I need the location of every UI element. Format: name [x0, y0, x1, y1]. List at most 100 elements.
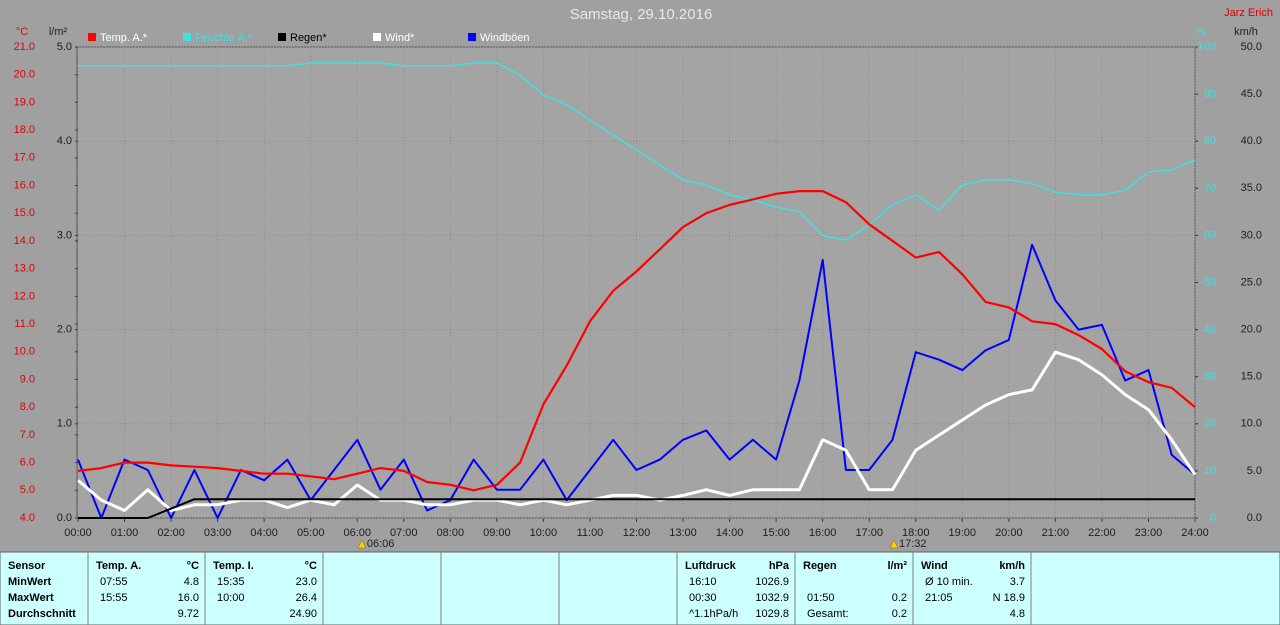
- y-tick-label: 45.0: [1241, 88, 1262, 100]
- table-header: Temp. I.: [213, 560, 254, 572]
- table-header: Temp. A.: [96, 560, 141, 572]
- x-tick-label: 19:00: [949, 527, 977, 539]
- table-cell: N 18.9: [993, 592, 1025, 604]
- x-tick-label: 05:00: [297, 527, 325, 539]
- y-tick-label: 100: [1198, 41, 1216, 53]
- table-header: km/h: [999, 560, 1025, 572]
- y-tick-label: 50: [1204, 276, 1216, 288]
- y-tick-label: 20.0: [1241, 324, 1262, 336]
- table-header: Sensor: [8, 560, 46, 572]
- legend-swatch: [468, 33, 476, 41]
- legend-swatch: [183, 33, 191, 41]
- series-line: [77, 190, 1196, 492]
- y-tick-label: 8.0: [20, 401, 35, 413]
- table-cell: 07:55: [100, 576, 128, 588]
- y-tick-label: 11.0: [14, 318, 35, 330]
- table-cell: 15:35: [217, 576, 245, 588]
- table-cell: 24.90: [289, 608, 317, 620]
- y-tick-label: 35.0: [1241, 182, 1262, 194]
- table-header: Regen: [803, 560, 837, 572]
- x-tick-label: 08:00: [437, 527, 465, 539]
- x-tick-label: 01:00: [111, 527, 139, 539]
- table-cell: 21:05: [925, 592, 953, 604]
- y-tick-label: 18.0: [14, 124, 35, 136]
- table-cell: 1032.9: [755, 592, 789, 604]
- chart-title: Samstag, 29.10.2016: [570, 6, 713, 23]
- table-cell: 4.8: [1010, 608, 1025, 620]
- y-tick-label: 15.0: [1241, 371, 1262, 383]
- sun-marker: [889, 539, 899, 549]
- x-tick-label: 16:00: [809, 527, 837, 539]
- table-cell: 1029.8: [755, 608, 789, 620]
- table-header: °C: [305, 560, 317, 572]
- series-line: [77, 243, 1196, 519]
- plot-area: [76, 46, 1196, 519]
- table-cell: MinWert: [8, 576, 52, 588]
- y-tick-label: 15.0: [14, 207, 35, 219]
- y-tick-label: 30: [1204, 371, 1216, 383]
- legend-label: Regen*: [290, 32, 327, 44]
- y-tick-label: 16.0: [14, 179, 35, 191]
- y-tick-label: 5.0: [20, 484, 35, 496]
- x-tick-label: 23:00: [1135, 527, 1163, 539]
- table-cell: 0.2: [892, 592, 907, 604]
- y-axis-label: °C: [16, 26, 28, 38]
- y-tick-label: 20: [1204, 418, 1216, 430]
- y-tick-label: 40: [1204, 324, 1216, 336]
- sun-marker: [357, 539, 367, 549]
- legend-swatch: [373, 33, 381, 41]
- legend-label: Temp. A.*: [100, 32, 148, 44]
- x-tick-label: 06:00: [343, 527, 371, 539]
- y-tick-label: 5.0: [1247, 465, 1262, 477]
- x-tick-label: 10:00: [530, 527, 558, 539]
- y-tick-label: 10: [1204, 465, 1216, 477]
- y-tick-label: 1.0: [57, 418, 72, 430]
- table-cell: Ø 10 min.: [925, 576, 973, 588]
- table-cell: 0.2: [892, 608, 907, 620]
- summary-table: [0, 551, 1280, 625]
- x-tick-label: 12:00: [623, 527, 651, 539]
- y-tick-label: 13.0: [14, 263, 35, 275]
- table-cell: 10:00: [217, 592, 245, 604]
- x-tick-label: 17:00: [855, 527, 883, 539]
- table-cell: ^1.1hPa/h: [689, 608, 738, 620]
- x-tick-label: 04:00: [250, 527, 278, 539]
- x-tick-label: 07:00: [390, 527, 418, 539]
- x-tick-label: 15:00: [762, 527, 790, 539]
- x-tick-label: 02:00: [157, 527, 185, 539]
- table-cell: 01:50: [807, 592, 835, 604]
- series-line: [78, 498, 1195, 519]
- y-tick-label: 6.0: [20, 456, 35, 468]
- x-tick-label: 24:00: [1181, 527, 1209, 539]
- y-tick-label: 9.0: [20, 373, 35, 385]
- x-tick-label: 21:00: [1042, 527, 1070, 539]
- y-tick-label: 12.0: [14, 290, 35, 302]
- table-cell: 15:55: [100, 592, 128, 604]
- x-tick-label: 22:00: [1088, 527, 1116, 539]
- y-tick-label: 25.0: [1241, 276, 1262, 288]
- table-cell: 9.72: [178, 608, 199, 620]
- y4-axis-label: km/h: [1234, 26, 1258, 38]
- y-tick-label: 60: [1204, 229, 1216, 241]
- x-tick-label: 09:00: [483, 527, 511, 539]
- table-cell: 23.0: [296, 576, 317, 588]
- x-tick-label: 03:00: [204, 527, 232, 539]
- y-tick-label: 21.0: [14, 41, 35, 53]
- annotation: 06:06: [367, 538, 395, 550]
- legend-label: Feuchte A.*: [195, 32, 253, 44]
- x-tick-label: 14:00: [716, 527, 744, 539]
- y-tick-label: 0: [1210, 512, 1216, 524]
- y-tick-label: 50.0: [1241, 41, 1262, 53]
- y-tick-label: 80: [1204, 135, 1216, 147]
- y-tick-label: 0.0: [57, 512, 72, 524]
- y-tick-label: 10.0: [1241, 418, 1262, 430]
- table-header: Luftdruck: [685, 560, 737, 572]
- table-cell: 4.8: [184, 576, 199, 588]
- legend-swatch: [88, 33, 96, 41]
- table-cell: MaxWert: [8, 592, 54, 604]
- table-cell: 16:10: [689, 576, 717, 588]
- y-tick-label: 10.0: [14, 346, 35, 358]
- x-tick-label: 00:00: [64, 527, 92, 539]
- y-tick-label: 19.0: [14, 96, 35, 108]
